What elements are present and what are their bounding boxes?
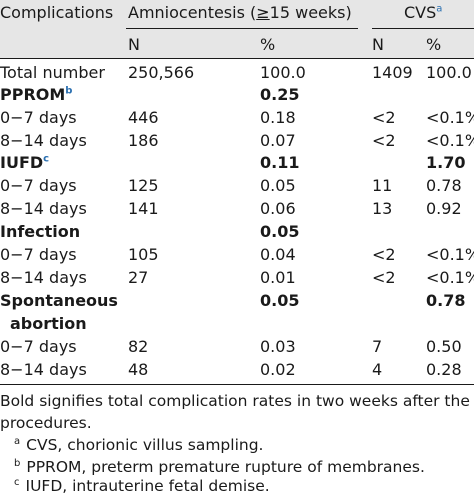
cell-n-amnio: 141 (128, 199, 159, 218)
cell-pct-cvs: 100.0 (426, 63, 472, 82)
header-cvs: CVSa (404, 3, 443, 22)
row-label: 0−7 days (0, 176, 77, 195)
row-label: PPROMb (0, 85, 73, 104)
cell-pct-cvs: 0.78 (426, 176, 462, 195)
cell-pct-amnio: 0.04 (260, 245, 296, 264)
row-label: 0−7 days (0, 337, 77, 356)
cell-n-cvs: 4 (372, 360, 383, 379)
cell-n-amnio: 250,566 (128, 63, 195, 82)
cvs-group-underline (372, 28, 474, 29)
row-label: 8−14 days (0, 199, 87, 218)
cell-pct-amnio: 0.11 (260, 153, 300, 172)
cell-pct-amnio: 0.01 (260, 268, 296, 287)
header-pct-cvs: % (426, 35, 442, 54)
table-note-line-1: Bold signifies total complication rates … (0, 392, 470, 410)
cell-pct-cvs: <0.1% (426, 245, 474, 264)
table-note-line-2: procedures. (0, 414, 92, 432)
row-label: IUFDc (0, 153, 50, 172)
cell-pct-cvs: 0.92 (426, 199, 462, 218)
cell-n-cvs: 1409 (372, 63, 413, 82)
header-amniocentesis: Amniocentesis (≥15 weeks) (128, 3, 352, 22)
footnote-b: b PPROM, preterm premature rupture of mem… (14, 457, 425, 476)
footnote-c: c IUFD, intrauterine fetal demise. (14, 476, 270, 495)
header-n-cvs: N (372, 35, 384, 54)
row-label: Total number (0, 63, 105, 82)
cell-n-amnio: 27 (128, 268, 149, 287)
cell-pct-amnio: 0.05 (260, 222, 300, 241)
row-label: 8−14 days (0, 360, 87, 379)
cell-pct-amnio: 0.25 (260, 85, 300, 104)
cell-pct-cvs: 0.50 (426, 337, 462, 356)
cell-pct-amnio: 0.05 (260, 291, 300, 310)
cell-pct-amnio: 0.06 (260, 199, 296, 218)
row-label: 0−7 days (0, 108, 77, 127)
cell-n-cvs: <2 (372, 268, 396, 287)
cell-n-amnio: 446 (128, 108, 159, 127)
cell-n-cvs: <2 (372, 245, 396, 264)
row-label: Infection (0, 222, 81, 241)
cell-pct-amnio: 0.03 (260, 337, 296, 356)
header-n-amnio: N (128, 35, 140, 54)
cell-n-amnio: 125 (128, 176, 159, 195)
cell-n-amnio: 186 (128, 131, 159, 150)
header-pct-amnio: % (260, 35, 276, 54)
footnote-ref-a[interactable]: a (436, 3, 443, 15)
cell-n-cvs: 11 (372, 176, 393, 195)
amnio-group-underline (126, 28, 358, 29)
cell-n-cvs: 7 (372, 337, 383, 356)
cell-n-cvs: 13 (372, 199, 393, 218)
cell-n-amnio: 82 (128, 337, 149, 356)
header-rule (0, 58, 474, 59)
cell-pct-cvs: 0.78 (426, 291, 466, 310)
row-label: 8−14 days (0, 268, 87, 287)
row-label: 0−7 days (0, 245, 77, 264)
row-label: 8−14 days (0, 131, 87, 150)
cell-pct-amnio: 0.05 (260, 176, 296, 195)
cell-pct-cvs: 0.28 (426, 360, 462, 379)
cell-pct-cvs: <0.1% (426, 268, 474, 287)
cell-pct-amnio: 100.0 (260, 63, 306, 82)
cell-n-amnio: 48 (128, 360, 149, 379)
cell-n-cvs: <2 (372, 108, 396, 127)
header-complications: Complications (0, 3, 114, 22)
cell-pct-cvs: <0.1% (426, 108, 474, 127)
table-header-background (0, 0, 474, 58)
cell-pct-cvs: <0.1% (426, 131, 474, 150)
cell-n-cvs: <2 (372, 131, 396, 150)
footnote-a: a CVS, chorionic villus sampling. (14, 435, 264, 454)
cell-n-amnio: 105 (128, 245, 159, 264)
row-label: Spontaneous (0, 291, 118, 310)
cell-pct-amnio: 0.07 (260, 131, 296, 150)
cell-pct-cvs: 1.70 (426, 153, 466, 172)
table-bottom-rule (0, 384, 474, 385)
cell-pct-amnio: 0.02 (260, 360, 296, 379)
footnote-ref-c[interactable]: c (43, 153, 50, 165)
footnote-ref-b[interactable]: b (65, 85, 73, 97)
cell-pct-amnio: 0.18 (260, 108, 296, 127)
row-label-continued: abortion (10, 314, 87, 333)
